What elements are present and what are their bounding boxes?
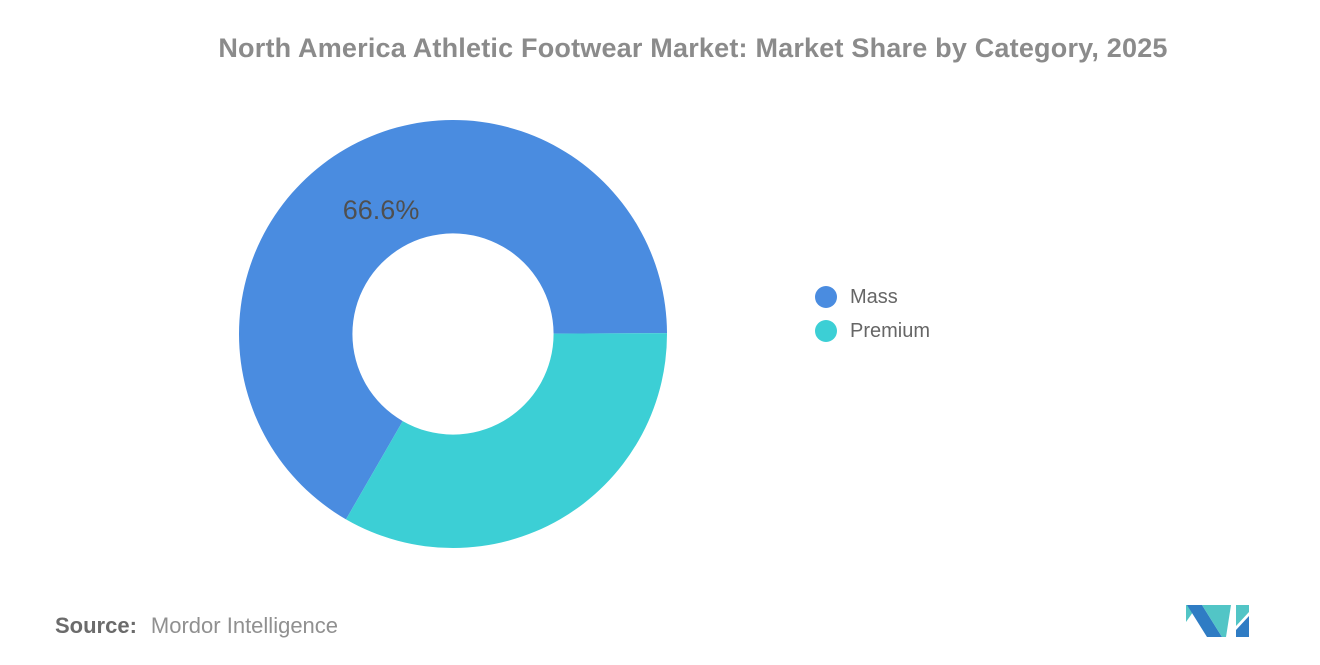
mass-swatch-icon: [815, 286, 837, 308]
slice-label: 66.6%: [343, 195, 420, 225]
legend-label-premium: Premium: [850, 320, 931, 342]
legend-label-mass: Mass: [850, 286, 898, 308]
slice-mass[interactable]: [238, 119, 667, 520]
mordor-intelligence-logo: [1186, 605, 1249, 637]
source-line: Source: Mordor Intelligence: [55, 613, 338, 639]
source-text: Mordor Intelligence: [150, 613, 339, 638]
premium-swatch-icon: [815, 320, 837, 342]
legend-item-premium[interactable]: Premium: [815, 320, 930, 342]
slice-premium[interactable]: [346, 333, 667, 548]
source-prefix: Source:: [55, 613, 137, 638]
legend: Mass Premium: [815, 286, 930, 342]
legend-item-mass[interactable]: Mass: [815, 286, 930, 308]
chart-title: North America Athletic Footwear Market: …: [218, 33, 1168, 63]
